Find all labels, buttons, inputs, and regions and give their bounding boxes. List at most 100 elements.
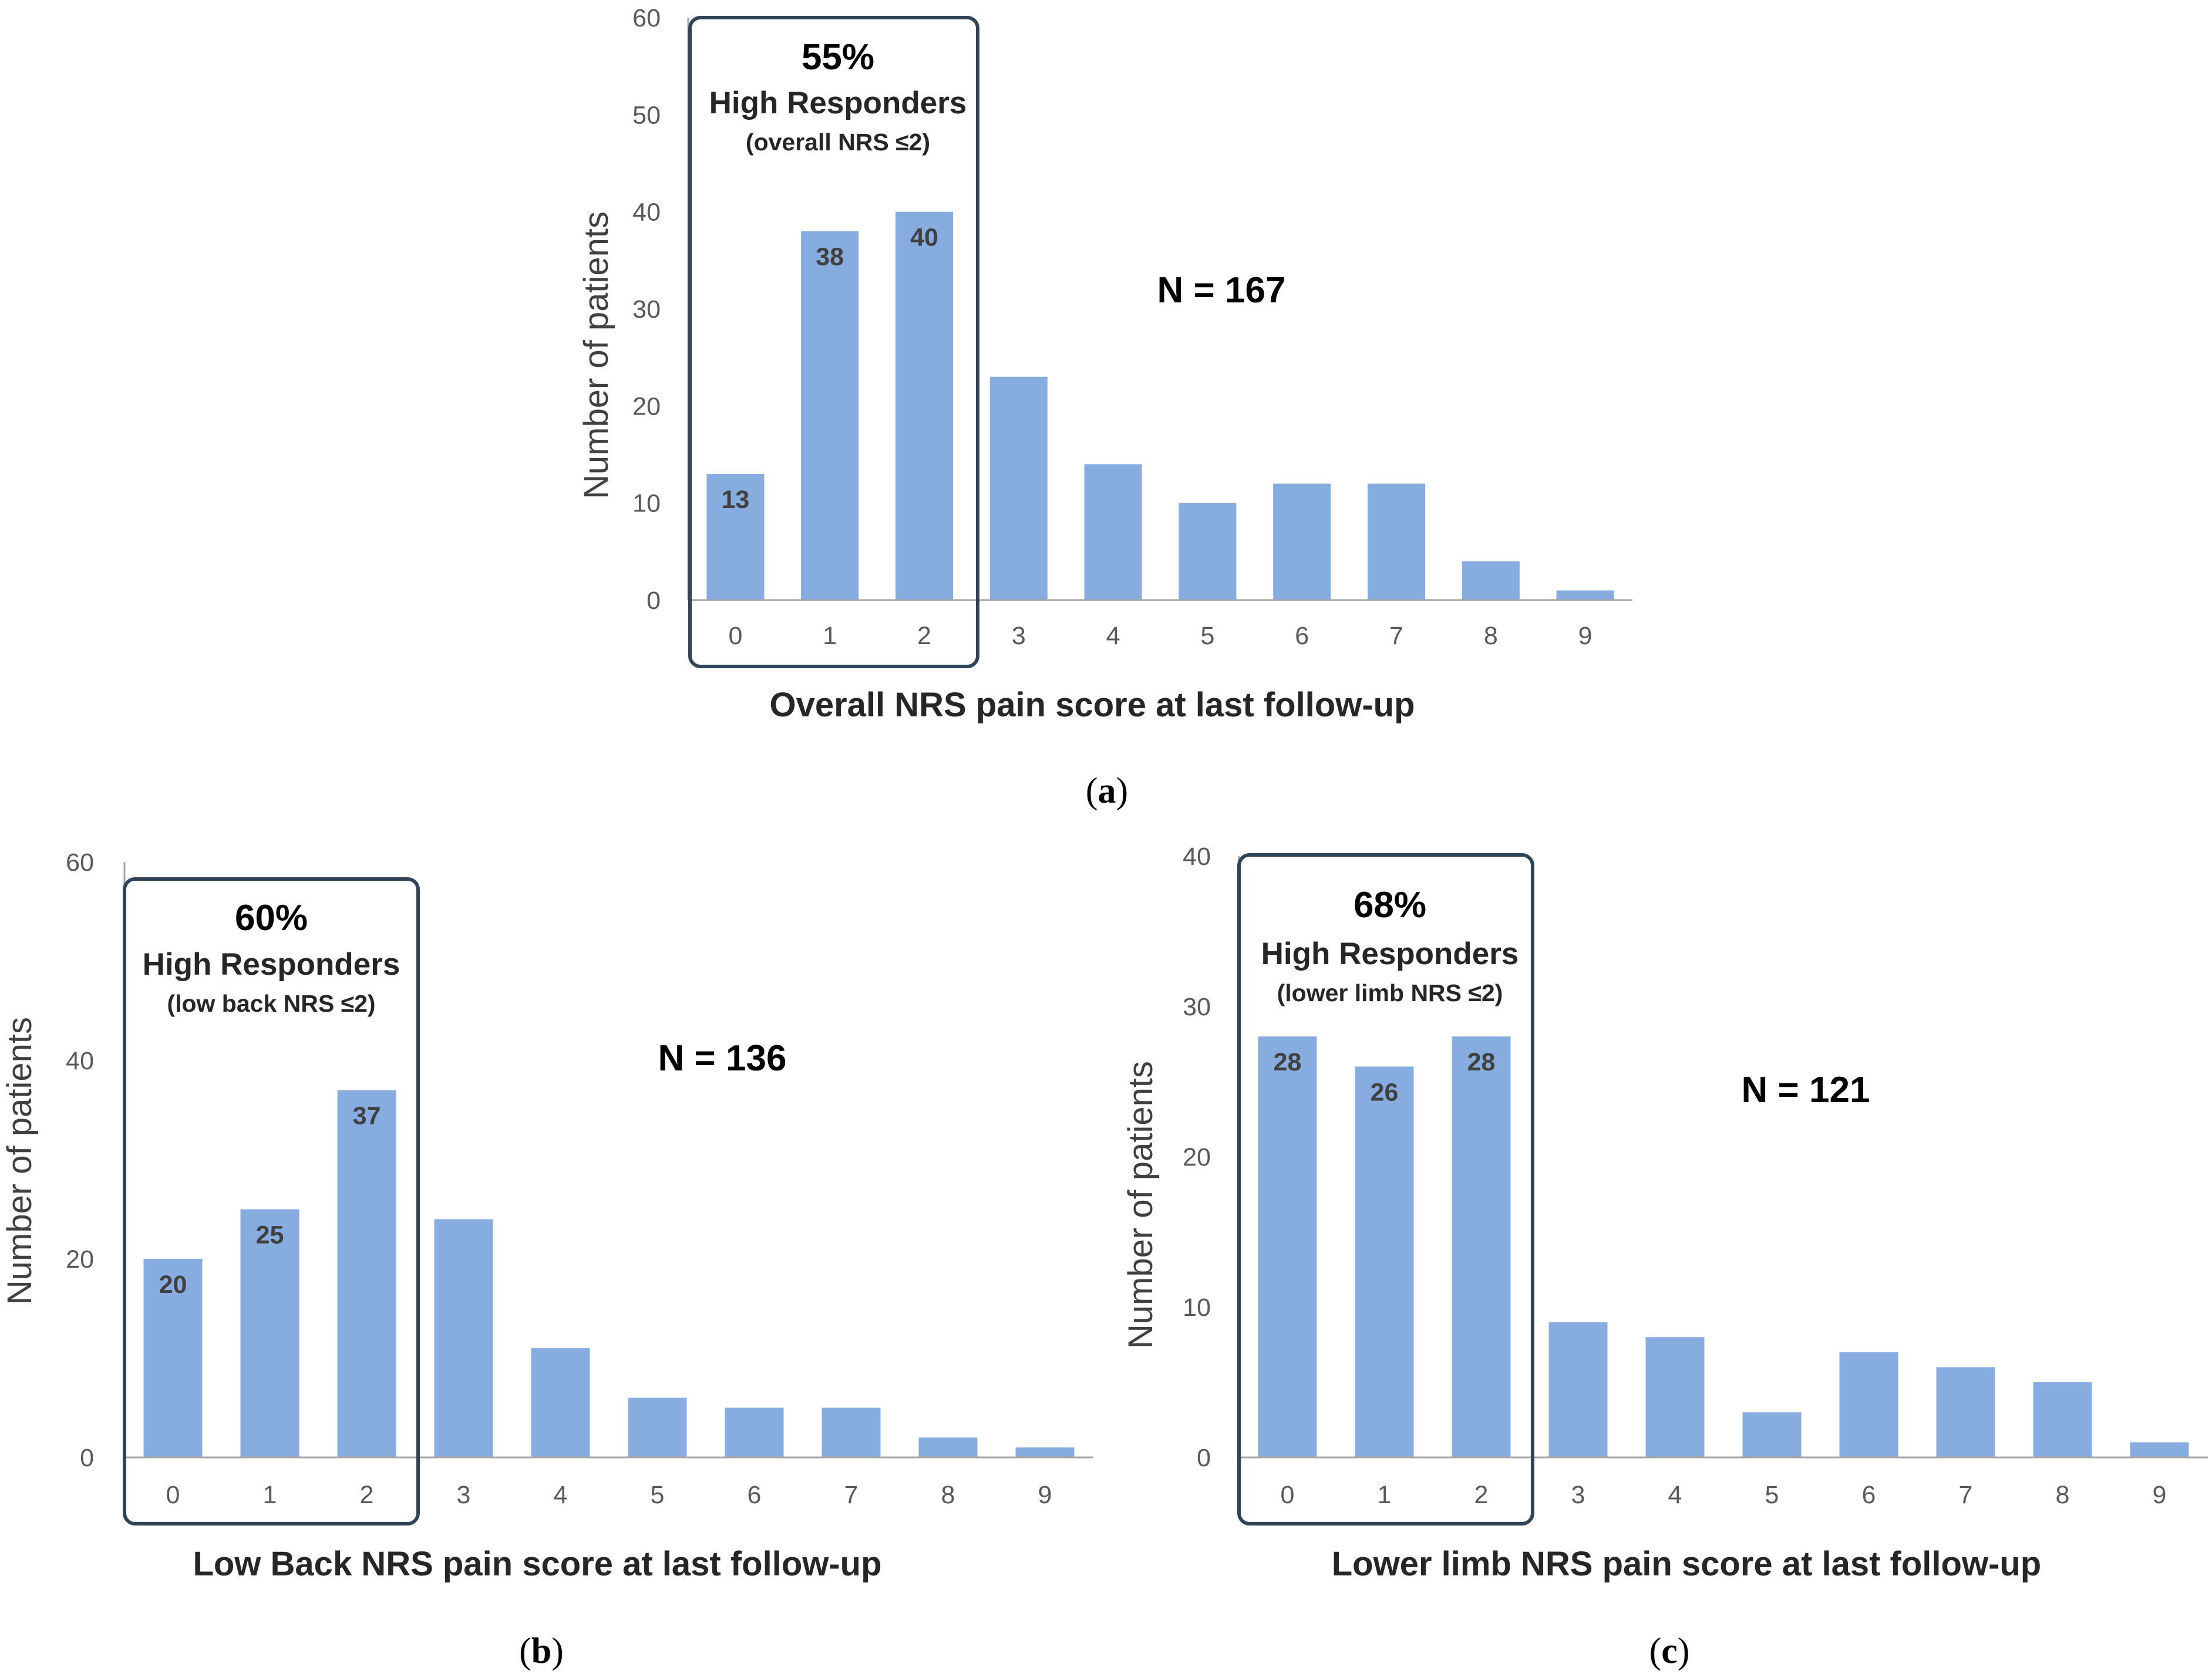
y-tick-label: 10 [632, 490, 661, 518]
bar-data-label: 28 [1467, 1048, 1496, 1076]
x-tick-label: 9 [2153, 1481, 2167, 1509]
x-tick-label: 9 [1038, 1481, 1052, 1509]
bar-score-0 [706, 474, 765, 600]
x-tick-label: 2 [917, 622, 931, 650]
data-label-group: 13 38 40 [721, 224, 938, 514]
x-tick-label: 6 [1862, 1481, 1876, 1509]
bar-score-3 [1548, 1322, 1608, 1457]
bar-score-7 [821, 1407, 881, 1457]
x-tick-label: 1 [1378, 1481, 1392, 1509]
x-tick-label: 7 [1389, 622, 1403, 650]
bar-score-9 [1556, 590, 1614, 600]
panel-caption: (c) [1649, 1631, 1690, 1671]
high-responder-criterion: (lower limb NRS ≤2) [1277, 979, 1503, 1006]
x-tick-label: 8 [1484, 622, 1498, 650]
y-axis-title: Number of patients [577, 211, 615, 499]
x-tick-label: 3 [457, 1481, 471, 1509]
bar-score-1 [240, 1209, 299, 1457]
y-axis-title: Number of patients [1122, 1061, 1160, 1349]
x-tick-label: 6 [748, 1481, 762, 1509]
x-tick-label: 3 [1012, 622, 1026, 650]
y-tick-label: 0 [1197, 1444, 1211, 1472]
x-tick-label: 0 [166, 1481, 180, 1509]
panel-c: 28 26 28 0 10 20 30 40 0 1 2 3 4 5 6 7 8 9 68% High Res… [1122, 843, 2208, 1671]
sample-size-label: N = 136 [658, 1038, 787, 1079]
bar-score-0 [143, 1259, 203, 1457]
sample-size-label: N = 121 [1742, 1070, 1870, 1110]
bar-score-6 [1839, 1352, 1898, 1457]
bar-score-8 [2033, 1382, 2092, 1457]
x-tick-label: 3 [1571, 1481, 1585, 1509]
bar-data-label: 40 [910, 224, 938, 252]
bar-score-1 [801, 231, 859, 600]
x-tick-label: 5 [651, 1481, 665, 1509]
y-axis-title: Number of patients [1, 1017, 39, 1305]
x-tick-label: 4 [1668, 1481, 1682, 1509]
high-responder-title: High Responders [143, 947, 400, 982]
panel-caption: (a) [1086, 771, 1128, 811]
y-tick-label: 0 [80, 1444, 94, 1472]
y-tick-label: 20 [1183, 1143, 1211, 1171]
y-tick-label: 60 [66, 848, 94, 877]
high-responder-box [1237, 853, 1534, 1526]
y-tick-label: 30 [632, 295, 661, 324]
panel-caption: (b) [519, 1631, 564, 1671]
y-tick-label: 40 [66, 1047, 94, 1075]
sample-size-label: N = 167 [1157, 270, 1286, 311]
bar-score-8 [918, 1437, 978, 1457]
panel-b: 20 25 37 0 20 40 60 0 1 2 3 4 5 6 7 8 9 60% High Respo… [1, 848, 1093, 1671]
bar-score-5 [1179, 503, 1237, 600]
high-responder-percent: 68% [1354, 885, 1426, 925]
y-tick-label: 60 [632, 4, 661, 32]
y-tick-label: 0 [647, 587, 661, 615]
x-tick-label: 6 [1295, 622, 1309, 650]
bar-score-3 [434, 1219, 493, 1457]
bar-score-2 [337, 1090, 396, 1457]
data-label-group: 20 25 37 [159, 1102, 381, 1299]
bar-data-label: 25 [256, 1221, 284, 1250]
bar-score-6 [725, 1407, 784, 1457]
x-tick-label: 2 [1474, 1481, 1489, 1509]
bar-score-2 [895, 211, 953, 600]
high-responder-percent: 55% [802, 37, 874, 78]
y-tick-label: 10 [1183, 1294, 1211, 1322]
high-responder-title: High Responders [1261, 937, 1519, 971]
y-tick-label: 20 [632, 392, 661, 420]
bar-score-4 [531, 1348, 590, 1457]
panel-a: 13 38 40 0 10 20 30 40 50 60 0 1 2 3 4 5 6 7 8 9 55% High… [577, 4, 1632, 811]
bar-group [143, 1090, 1075, 1457]
bar-group [1258, 1036, 2189, 1457]
x-tick-label: 9 [1578, 622, 1592, 650]
x-tick-label: 5 [1765, 1481, 1779, 1509]
high-responder-criterion: (low back NRS ≤2) [167, 990, 375, 1017]
x-tick-label: 2 [360, 1481, 374, 1509]
y-tick-label: 30 [1183, 993, 1211, 1021]
high-responder-box [123, 877, 420, 1526]
y-tick-label: 40 [632, 198, 661, 227]
high-responder-percent: 60% [235, 898, 308, 938]
y-tick-label: 20 [66, 1245, 94, 1274]
x-tick-label: 0 [728, 622, 742, 650]
bar-score-4 [1084, 464, 1142, 600]
x-tick-label: 0 [1281, 1481, 1295, 1509]
y-tick-label: 50 [632, 101, 661, 129]
high-responder-criterion: (overall NRS ≤2) [746, 129, 930, 156]
high-responder-title: High Responders [709, 86, 967, 120]
bar-score-9 [1015, 1447, 1075, 1457]
bar-score-1 [1355, 1066, 1414, 1457]
bar-data-label: 20 [159, 1271, 187, 1299]
x-tick-label: 8 [2056, 1481, 2070, 1509]
x-tick-label: 1 [263, 1481, 277, 1509]
x-tick-label: 8 [941, 1481, 955, 1509]
bar-score-5 [1742, 1412, 1802, 1457]
x-tick-label: 7 [844, 1481, 858, 1509]
x-tick-label: 1 [823, 622, 837, 650]
caption-letter: b [531, 1631, 551, 1671]
bar-score-7 [1936, 1367, 1995, 1457]
bar-score-4 [1645, 1337, 1705, 1457]
x-tick-label: 7 [1959, 1481, 1973, 1509]
y-tick-group: 0 10 20 30 40 [1183, 843, 1211, 1472]
x-axis-title: Overall NRS pain score at last follow-up [769, 686, 1415, 724]
data-label-group: 28 26 28 [1274, 1048, 1496, 1106]
